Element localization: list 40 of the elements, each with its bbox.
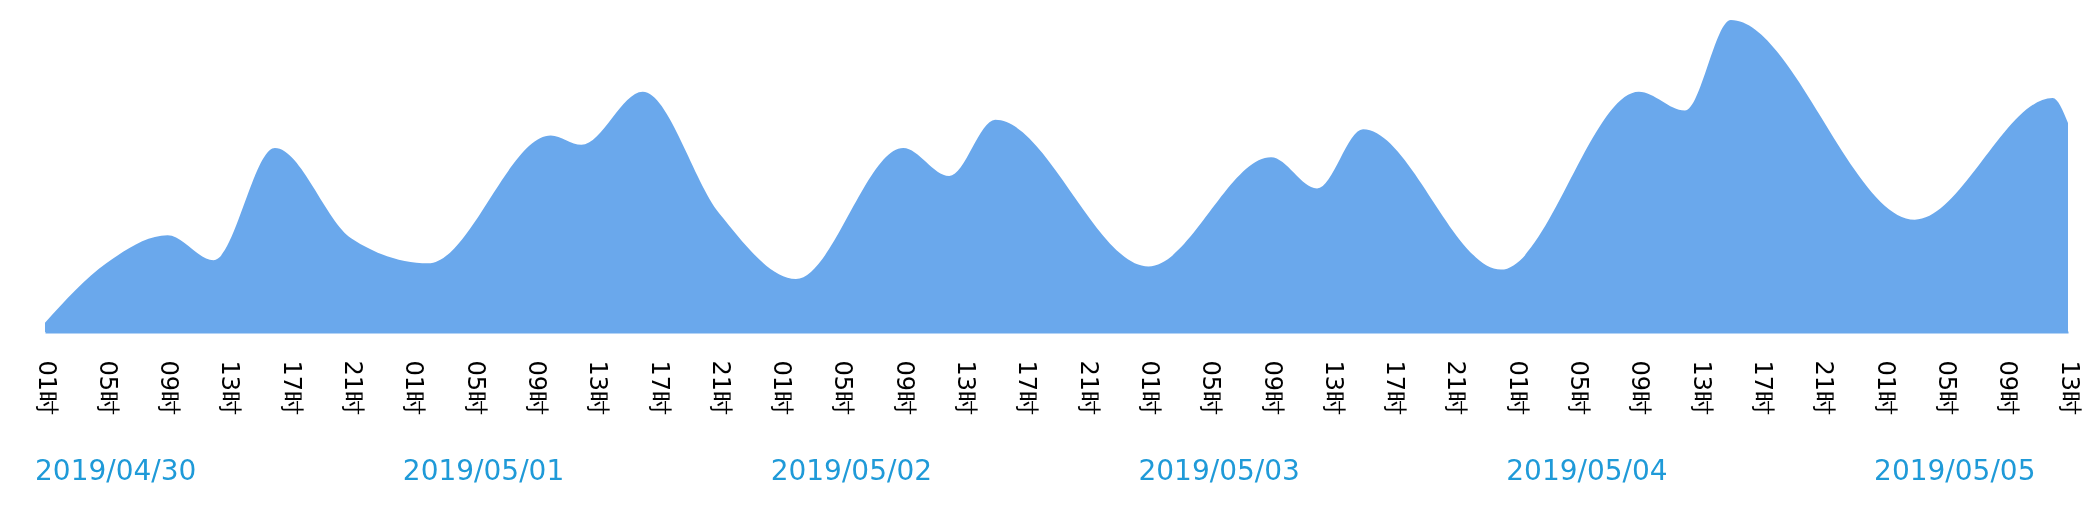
x-tick-label: 17时 (1381, 360, 1410, 416)
x-tick-label: 01时 (32, 360, 61, 416)
x-tick-label: 09时 (1994, 360, 2023, 416)
x-tick-label: 21时 (1074, 360, 1103, 416)
x-tick-label: 21时 (706, 360, 735, 416)
x-tick-label: 17时 (1013, 360, 1042, 416)
x-tick-label: 21时 (1442, 360, 1471, 416)
x-tick-label: 13时 (1687, 360, 1716, 416)
x2-tick-label: 2019/04/30 (35, 454, 197, 487)
x-tick-label: 09时 (1626, 360, 1655, 416)
x-tick-label: 17时 (277, 360, 306, 416)
x2-tick-label: 2019/05/03 (1138, 454, 1300, 487)
x-tick-label: 17时 (645, 360, 674, 416)
x-tick-label: 01时 (1871, 360, 1900, 416)
x-tick-label: 01时 (1503, 360, 1532, 416)
x2-tick-label: 2019/05/01 (402, 454, 565, 487)
x-tick-label: 21时 (339, 360, 368, 416)
x-tick-label: 09时 (890, 360, 919, 416)
x-tick-label: 13时 (584, 360, 613, 416)
x-tick-label: 05时 (1932, 360, 1961, 416)
x-tick-label: 01时 (400, 360, 429, 416)
x-tick-label: 05时 (1565, 360, 1594, 416)
x2-tick-label: 2019/05/05 (1874, 454, 2036, 487)
x-tick-label: 13时 (2055, 360, 2083, 416)
x-tick-label: 09时 (522, 360, 551, 416)
x-tick-label: 05时 (829, 360, 858, 416)
x-tick-label: 13时 (952, 360, 981, 416)
x-tick-label: 05时 (1197, 360, 1226, 416)
x-tick-label: 09时 (155, 360, 184, 416)
x-tick-label: 01时 (768, 360, 797, 416)
x-tick-label: 01时 (1135, 360, 1164, 416)
x2-tick-label: 2019/05/04 (1506, 454, 1668, 487)
x-tick-label: 21时 (1810, 360, 1839, 416)
x-tick-label: 09时 (1258, 360, 1287, 416)
x-tick-label: 05时 (461, 360, 490, 416)
x-tick-label: 05时 (93, 360, 122, 416)
x-tick-label: 13时 (1319, 360, 1348, 416)
x-tick-label: 13时 (216, 360, 245, 416)
x-tick-label: 17时 (1748, 360, 1777, 416)
x2-tick-label: 2019/05/02 (770, 454, 933, 487)
